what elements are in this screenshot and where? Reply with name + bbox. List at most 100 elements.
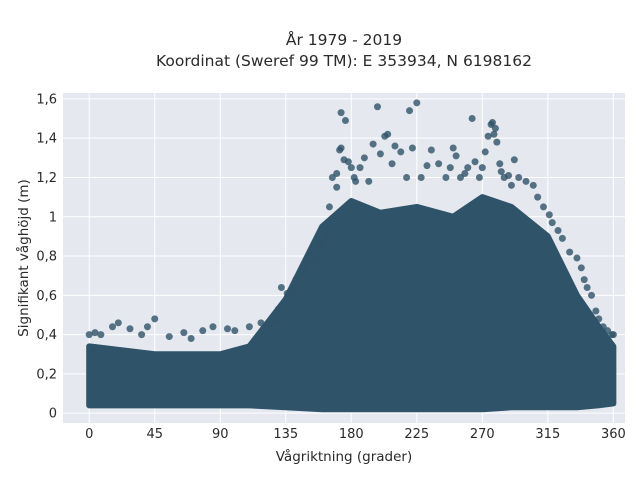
data-point [397,148,405,156]
data-point [558,234,566,242]
data-point [484,132,492,140]
data-point [369,140,377,148]
data-point [491,124,499,132]
y-tick-label: 1,2 [36,171,57,186]
x-tick-label: 270 [470,427,495,442]
data-point [352,177,360,185]
data-point [435,160,443,168]
y-tick-labels: 0 0,2 0,4 0,6 0,8 1 1,2 1,4 1,6 [36,92,57,421]
data-point [333,170,341,178]
data-point [464,164,472,172]
y-tick-label: 0,4 [36,328,57,343]
data-point [384,130,392,138]
y-tick-label: 1 [49,210,57,225]
data-point [231,327,239,335]
data-point [337,109,345,117]
x-tick-label: 180 [339,427,364,442]
data-point [341,117,349,124]
data-point [534,193,542,201]
y-tick-label: 1,4 [36,132,57,147]
data-point [187,335,195,343]
x-tick-label: 0 [85,427,93,442]
x-tick-label: 315 [535,427,560,442]
data-point [510,156,518,164]
data-point [97,331,105,339]
data-point [391,142,399,150]
data-point [573,254,581,262]
data-point [427,146,435,154]
y-tick-label: 0 [49,407,57,422]
data-point [138,331,146,339]
data-point [91,329,99,337]
data-point [577,264,585,272]
data-point [408,144,416,152]
data-point [496,160,504,168]
data-point [478,164,486,172]
data-point [592,307,600,315]
data-point [446,164,454,172]
data-point [356,164,364,172]
data-point [507,181,515,189]
y-tick-label: 1,6 [36,92,57,107]
data-point [165,333,173,341]
data-point [452,152,460,160]
data-point [566,248,574,256]
data-point [417,173,425,181]
data-point [257,319,265,327]
data-point [109,323,117,331]
x-tick-label: 135 [273,427,298,442]
data-point [545,211,553,219]
data-point [311,256,319,264]
data-point [272,317,280,325]
data-point [347,164,355,172]
data-point [180,329,188,337]
x-tick-labels: 0 45 90 135 180 225 270 315 360 [85,427,626,442]
data-point [493,138,501,146]
x-tick-label: 90 [212,427,229,442]
data-point [468,115,476,123]
data-point [264,321,272,329]
dense-point-region [86,194,617,413]
x-tick-label: 45 [146,427,163,442]
data-point [403,173,411,181]
y-tick-label: 0,6 [36,289,57,304]
data-point [497,168,505,176]
data-point [323,232,331,240]
data-point [126,325,134,333]
data-point [277,283,285,291]
data-point [360,154,368,162]
data-point [304,260,312,268]
y-tick-label: 0,2 [36,367,57,382]
data-point [461,170,469,178]
data-point [529,181,537,189]
point-cloud [86,194,617,413]
data-point [489,118,497,126]
data-point [481,148,489,156]
y-axis-label: Signifikant våghöjd (m) [15,179,32,337]
data-point [580,276,588,284]
data-point [475,173,483,181]
data-point [333,183,341,191]
data-point [388,160,396,168]
data-point [283,289,291,297]
data-point [318,240,326,248]
y-tick-label: 0,8 [36,250,57,265]
x-tick-label: 225 [404,427,429,442]
data-point [522,177,530,185]
data-point [209,323,217,331]
data-point [301,268,309,276]
data-point [289,285,297,293]
data-point [442,173,450,181]
data-point [224,325,232,333]
data-point [85,331,93,339]
data-point [114,319,122,327]
data-point [199,327,207,335]
data-point [505,172,513,179]
data-point [423,162,431,170]
scatter-points [85,99,617,343]
data-point [406,107,414,115]
data-point [365,177,373,185]
data-point [344,158,352,166]
